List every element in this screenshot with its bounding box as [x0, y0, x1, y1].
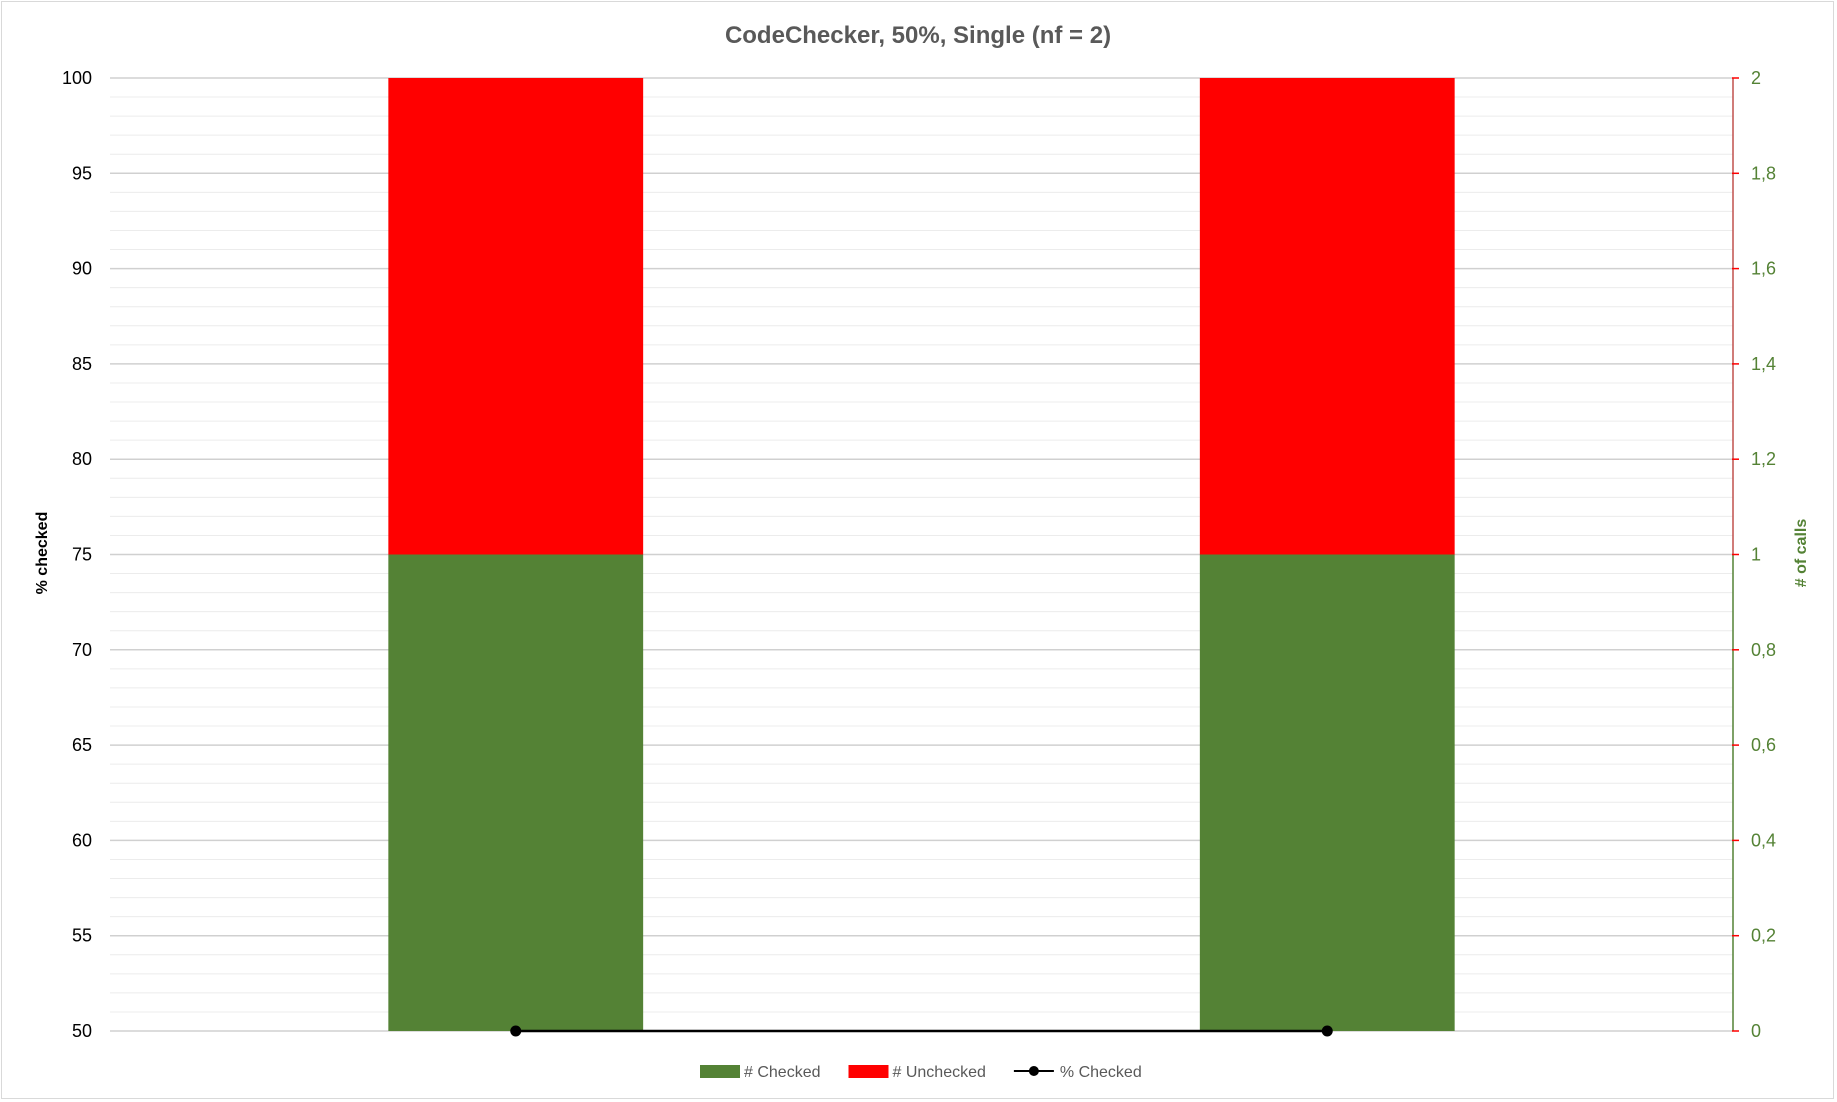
y2-tick-label: 1,4	[1751, 354, 1776, 374]
legend-label-checked: # Checked	[744, 1064, 821, 1081]
axes: 50 55 60 65 70 75 80 85 90 95 100 0 0,2 0,4 0,6 0,8 1 1,2…	[62, 68, 1776, 1041]
y-tick-label: 90	[72, 259, 92, 279]
point-percent-checked-1	[510, 1025, 522, 1037]
y-tick-label: 80	[72, 449, 92, 469]
legend-label-checked: % Checked	[1060, 1064, 1142, 1081]
bar-checked-1	[388, 554, 644, 1031]
y2-tick-label: 2	[1751, 68, 1761, 88]
legend-swatch-unchecked	[848, 1065, 889, 1078]
y-tick-label: 60	[72, 830, 92, 850]
line-series	[510, 1025, 1333, 1037]
chart-title: CodeChecker, 50%, Single (nf = 2)	[725, 22, 1111, 49]
y-tick-label: 70	[72, 640, 92, 660]
legend-swatch-checked	[700, 1065, 740, 1078]
bars	[388, 78, 1455, 1031]
y-tick-label: 100	[62, 68, 92, 88]
bar-checked-2	[1199, 554, 1455, 1031]
y-tick-label: 50	[72, 1021, 92, 1041]
y2-tick-label: 0,6	[1751, 735, 1776, 755]
y-tick-label: 85	[72, 354, 92, 374]
y2-tick-label: 0,4	[1751, 830, 1776, 850]
y2-tick-label: 0,8	[1751, 640, 1776, 660]
legend-label-unchecked: # Unchecked	[893, 1064, 986, 1081]
y2-tick-label: 1,6	[1751, 259, 1776, 279]
legend-marker-checked	[1028, 1066, 1039, 1076]
legend: # Checked # Unchecked % Checked	[700, 1064, 1142, 1081]
y-tick-label: 65	[72, 735, 92, 755]
y-axis-label: % checked	[34, 512, 51, 595]
point-percent-checked-2	[1321, 1025, 1333, 1037]
bar-unchecked-1	[388, 78, 644, 555]
y2-tick-label: 1	[1751, 545, 1761, 565]
gridlines	[110, 77, 1733, 1032]
y2-axis-label: # of calls	[1793, 519, 1810, 588]
y-tick-label: 75	[72, 545, 92, 565]
y2-tick-label: 1,2	[1751, 449, 1776, 469]
y2-tick-label: 0	[1751, 1021, 1761, 1041]
y2-tick-label: 0,2	[1751, 926, 1776, 946]
y2-tick-label: 1,8	[1751, 163, 1776, 183]
y-tick-label: 95	[72, 163, 92, 183]
bar-unchecked-2	[1199, 78, 1455, 555]
y-tick-label: 55	[72, 926, 92, 946]
